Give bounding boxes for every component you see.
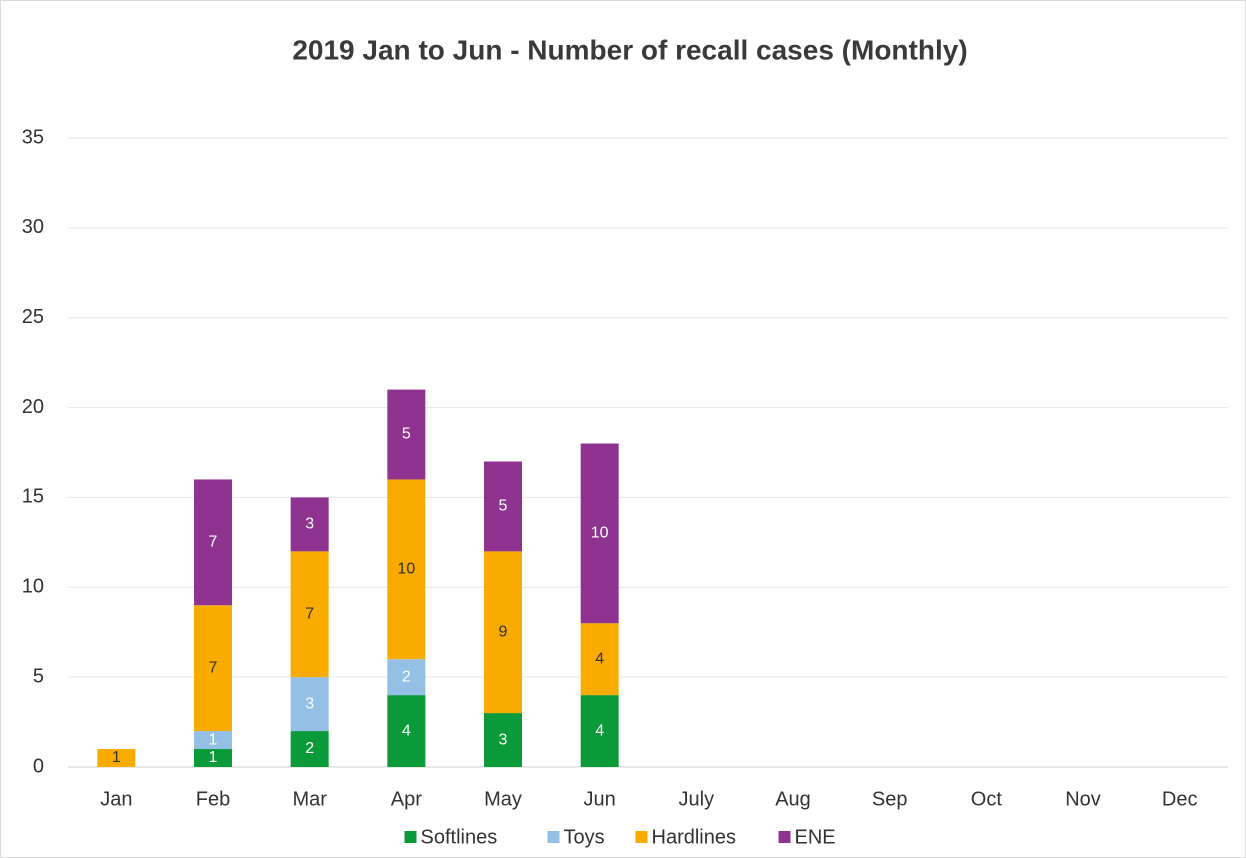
data-label: 5 — [402, 426, 411, 443]
data-label: 3 — [305, 695, 314, 712]
data-label: 4 — [595, 650, 604, 667]
bar-segment — [290, 551, 329, 678]
bar-segment — [484, 551, 522, 714]
y-tick-label: 35 — [22, 126, 44, 148]
bar-segment — [387, 479, 426, 660]
x-tick-label: Jan — [100, 788, 132, 810]
bar-segment — [290, 497, 329, 552]
y-tick-label: 20 — [22, 396, 44, 418]
bar-segment — [484, 461, 522, 552]
legend-label: ENE — [795, 826, 836, 848]
y-tick-label: 0 — [33, 755, 44, 777]
data-label: 7 — [209, 659, 218, 676]
data-label: 3 — [499, 731, 508, 748]
x-tick-label: Dec — [1162, 788, 1198, 810]
legend-label: Toys — [564, 826, 605, 848]
data-label: 7 — [209, 534, 218, 551]
legend-swatch — [635, 831, 648, 843]
data-label: 7 — [305, 605, 314, 622]
x-tick-label: May — [484, 788, 522, 810]
legend-label: Hardlines — [652, 826, 736, 848]
y-tick-label: 5 — [33, 665, 44, 687]
bar-segment — [387, 389, 426, 480]
x-tick-label: Oct — [971, 788, 1003, 810]
x-tick-label: Feb — [196, 788, 230, 810]
data-label: 9 — [499, 623, 508, 640]
data-label: 1 — [209, 731, 218, 748]
data-label: 1 — [112, 749, 121, 766]
x-tick-label: Aug — [775, 788, 811, 810]
bar-segment — [194, 749, 232, 767]
x-tick-label: Sep — [872, 788, 908, 810]
data-label: 10 — [591, 525, 609, 542]
data-label: 10 — [397, 561, 415, 578]
x-tick-label: July — [679, 788, 715, 810]
legend-swatch — [778, 831, 791, 843]
bar-segment — [484, 713, 522, 767]
legend-label: Softlines — [421, 826, 498, 848]
data-label: 2 — [305, 740, 314, 757]
data-label: 3 — [305, 516, 314, 533]
x-tick-label: Mar — [292, 788, 327, 810]
y-tick-label: 10 — [22, 576, 44, 598]
bar-segment — [580, 443, 619, 624]
legend-swatch — [547, 831, 560, 843]
data-label: 2 — [402, 668, 411, 685]
bar-segment — [194, 479, 232, 606]
data-label: 1 — [209, 749, 218, 766]
legend-swatch — [404, 831, 417, 843]
bar-segment — [387, 695, 426, 767]
data-label: 5 — [499, 498, 508, 515]
x-tick-label: Nov — [1065, 788, 1101, 810]
bar-segment — [290, 677, 329, 732]
bar-segment — [387, 659, 426, 696]
y-tick-label: 30 — [22, 216, 44, 238]
bar-segment — [194, 731, 232, 750]
bar-segment — [580, 623, 619, 696]
y-tick-label: 15 — [22, 486, 44, 508]
bar-segment — [97, 749, 136, 767]
data-label: 4 — [402, 722, 411, 739]
bar-segment — [580, 695, 619, 767]
bar-segment — [290, 731, 329, 767]
x-tick-label: Jun — [584, 788, 616, 810]
chart-title: 2019 Jan to Jun - Number of recall cases… — [292, 34, 967, 65]
bar-segment — [194, 605, 232, 732]
data-label: 4 — [595, 722, 604, 739]
y-tick-label: 25 — [22, 306, 44, 328]
x-tick-label: Apr — [391, 788, 422, 810]
